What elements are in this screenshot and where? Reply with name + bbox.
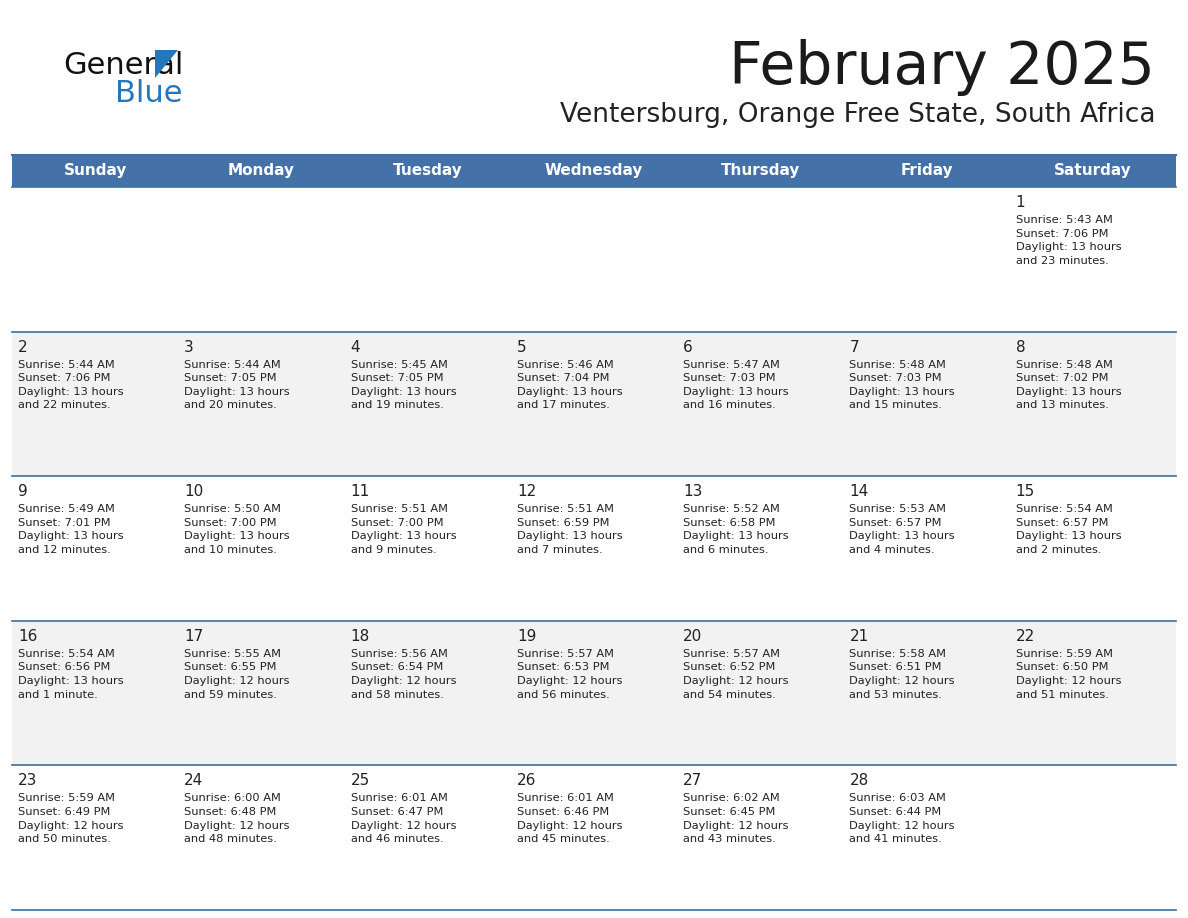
Text: 5: 5 [517,340,526,354]
Text: Sunrise: 6:03 AM
Sunset: 6:44 PM
Daylight: 12 hours
and 41 minutes.: Sunrise: 6:03 AM Sunset: 6:44 PM Dayligh… [849,793,955,845]
Bar [12,476,1176,621]
Text: 3: 3 [184,340,194,354]
Text: Sunrise: 5:43 AM
Sunset: 7:06 PM
Daylight: 13 hours
and 23 minutes.: Sunrise: 5:43 AM Sunset: 7:06 PM Dayligh… [1016,215,1121,266]
Text: 24: 24 [184,773,203,789]
Text: 15: 15 [1016,484,1035,499]
Text: Sunrise: 5:44 AM
Sunset: 7:05 PM
Daylight: 13 hours
and 20 minutes.: Sunrise: 5:44 AM Sunset: 7:05 PM Dayligh… [184,360,290,410]
Text: 11: 11 [350,484,369,499]
Text: 27: 27 [683,773,702,789]
Text: 19: 19 [517,629,536,644]
Text: 1: 1 [1016,195,1025,210]
Text: Sunrise: 6:00 AM
Sunset: 6:48 PM
Daylight: 12 hours
and 48 minutes.: Sunrise: 6:00 AM Sunset: 6:48 PM Dayligh… [184,793,290,845]
Text: Monday: Monday [228,163,295,178]
Text: Thursday: Thursday [721,163,800,178]
Text: Wednesday: Wednesday [545,163,643,178]
Text: Sunrise: 5:53 AM
Sunset: 6:57 PM
Daylight: 13 hours
and 4 minutes.: Sunrise: 5:53 AM Sunset: 6:57 PM Dayligh… [849,504,955,555]
Text: 14: 14 [849,484,868,499]
Text: 9: 9 [18,484,27,499]
Text: Sunrise: 5:55 AM
Sunset: 6:55 PM
Daylight: 12 hours
and 59 minutes.: Sunrise: 5:55 AM Sunset: 6:55 PM Dayligh… [184,649,290,700]
Text: Sunrise: 5:45 AM
Sunset: 7:05 PM
Daylight: 13 hours
and 19 minutes.: Sunrise: 5:45 AM Sunset: 7:05 PM Dayligh… [350,360,456,410]
Text: Sunrise: 5:49 AM
Sunset: 7:01 PM
Daylight: 13 hours
and 12 minutes.: Sunrise: 5:49 AM Sunset: 7:01 PM Dayligh… [18,504,124,555]
Text: Sunrise: 5:56 AM
Sunset: 6:54 PM
Daylight: 12 hours
and 58 minutes.: Sunrise: 5:56 AM Sunset: 6:54 PM Dayligh… [350,649,456,700]
Text: Friday: Friday [901,163,953,178]
Text: 4: 4 [350,340,360,354]
Text: Sunrise: 6:02 AM
Sunset: 6:45 PM
Daylight: 12 hours
and 43 minutes.: Sunrise: 6:02 AM Sunset: 6:45 PM Dayligh… [683,793,789,845]
Text: 26: 26 [517,773,536,789]
Text: Ventersburg, Orange Free State, South Africa: Ventersburg, Orange Free State, South Af… [560,102,1155,128]
Text: 25: 25 [350,773,369,789]
Text: Saturday: Saturday [1054,163,1132,178]
Text: Sunrise: 5:48 AM
Sunset: 7:02 PM
Daylight: 13 hours
and 13 minutes.: Sunrise: 5:48 AM Sunset: 7:02 PM Dayligh… [1016,360,1121,410]
Text: Sunrise: 5:54 AM
Sunset: 6:57 PM
Daylight: 13 hours
and 2 minutes.: Sunrise: 5:54 AM Sunset: 6:57 PM Dayligh… [1016,504,1121,555]
Text: Sunrise: 5:51 AM
Sunset: 6:59 PM
Daylight: 13 hours
and 7 minutes.: Sunrise: 5:51 AM Sunset: 6:59 PM Dayligh… [517,504,623,555]
Text: Sunrise: 5:58 AM
Sunset: 6:51 PM
Daylight: 12 hours
and 53 minutes.: Sunrise: 5:58 AM Sunset: 6:51 PM Dayligh… [849,649,955,700]
Text: 23: 23 [18,773,37,789]
Text: Sunrise: 6:01 AM
Sunset: 6:47 PM
Daylight: 12 hours
and 46 minutes.: Sunrise: 6:01 AM Sunset: 6:47 PM Dayligh… [350,793,456,845]
Polygon shape [154,50,178,78]
Text: 7: 7 [849,340,859,354]
Text: February 2025: February 2025 [729,39,1155,96]
Text: Sunrise: 5:51 AM
Sunset: 7:00 PM
Daylight: 13 hours
and 9 minutes.: Sunrise: 5:51 AM Sunset: 7:00 PM Dayligh… [350,504,456,555]
Text: 2: 2 [18,340,27,354]
Bar [12,621,1176,766]
Text: 16: 16 [18,629,37,644]
Text: Sunrise: 5:50 AM
Sunset: 7:00 PM
Daylight: 13 hours
and 10 minutes.: Sunrise: 5:50 AM Sunset: 7:00 PM Dayligh… [184,504,290,555]
Bar [12,155,1176,187]
Text: 18: 18 [350,629,369,644]
Text: 22: 22 [1016,629,1035,644]
Text: 20: 20 [683,629,702,644]
Text: General: General [63,50,183,80]
Text: 13: 13 [683,484,702,499]
Text: 21: 21 [849,629,868,644]
Text: Sunrise: 5:48 AM
Sunset: 7:03 PM
Daylight: 13 hours
and 15 minutes.: Sunrise: 5:48 AM Sunset: 7:03 PM Dayligh… [849,360,955,410]
Bar [12,331,1176,476]
Text: Blue: Blue [115,79,183,107]
Text: 6: 6 [683,340,693,354]
Text: 10: 10 [184,484,203,499]
Text: Sunrise: 5:57 AM
Sunset: 6:52 PM
Daylight: 12 hours
and 54 minutes.: Sunrise: 5:57 AM Sunset: 6:52 PM Dayligh… [683,649,789,700]
Text: Tuesday: Tuesday [393,163,462,178]
Bar [12,187,1176,331]
Text: Sunrise: 5:52 AM
Sunset: 6:58 PM
Daylight: 13 hours
and 6 minutes.: Sunrise: 5:52 AM Sunset: 6:58 PM Dayligh… [683,504,789,555]
Text: Sunday: Sunday [63,163,127,178]
Text: Sunrise: 5:59 AM
Sunset: 6:50 PM
Daylight: 12 hours
and 51 minutes.: Sunrise: 5:59 AM Sunset: 6:50 PM Dayligh… [1016,649,1121,700]
Text: Sunrise: 6:01 AM
Sunset: 6:46 PM
Daylight: 12 hours
and 45 minutes.: Sunrise: 6:01 AM Sunset: 6:46 PM Dayligh… [517,793,623,845]
Text: Sunrise: 5:57 AM
Sunset: 6:53 PM
Daylight: 12 hours
and 56 minutes.: Sunrise: 5:57 AM Sunset: 6:53 PM Dayligh… [517,649,623,700]
Text: 8: 8 [1016,340,1025,354]
Text: 17: 17 [184,629,203,644]
Text: Sunrise: 5:44 AM
Sunset: 7:06 PM
Daylight: 13 hours
and 22 minutes.: Sunrise: 5:44 AM Sunset: 7:06 PM Dayligh… [18,360,124,410]
Text: Sunrise: 5:59 AM
Sunset: 6:49 PM
Daylight: 12 hours
and 50 minutes.: Sunrise: 5:59 AM Sunset: 6:49 PM Dayligh… [18,793,124,845]
Text: 12: 12 [517,484,536,499]
Text: 28: 28 [849,773,868,789]
Text: Sunrise: 5:47 AM
Sunset: 7:03 PM
Daylight: 13 hours
and 16 minutes.: Sunrise: 5:47 AM Sunset: 7:03 PM Dayligh… [683,360,789,410]
Text: Sunrise: 5:54 AM
Sunset: 6:56 PM
Daylight: 13 hours
and 1 minute.: Sunrise: 5:54 AM Sunset: 6:56 PM Dayligh… [18,649,124,700]
Bar [12,766,1176,910]
Text: Sunrise: 5:46 AM
Sunset: 7:04 PM
Daylight: 13 hours
and 17 minutes.: Sunrise: 5:46 AM Sunset: 7:04 PM Dayligh… [517,360,623,410]
